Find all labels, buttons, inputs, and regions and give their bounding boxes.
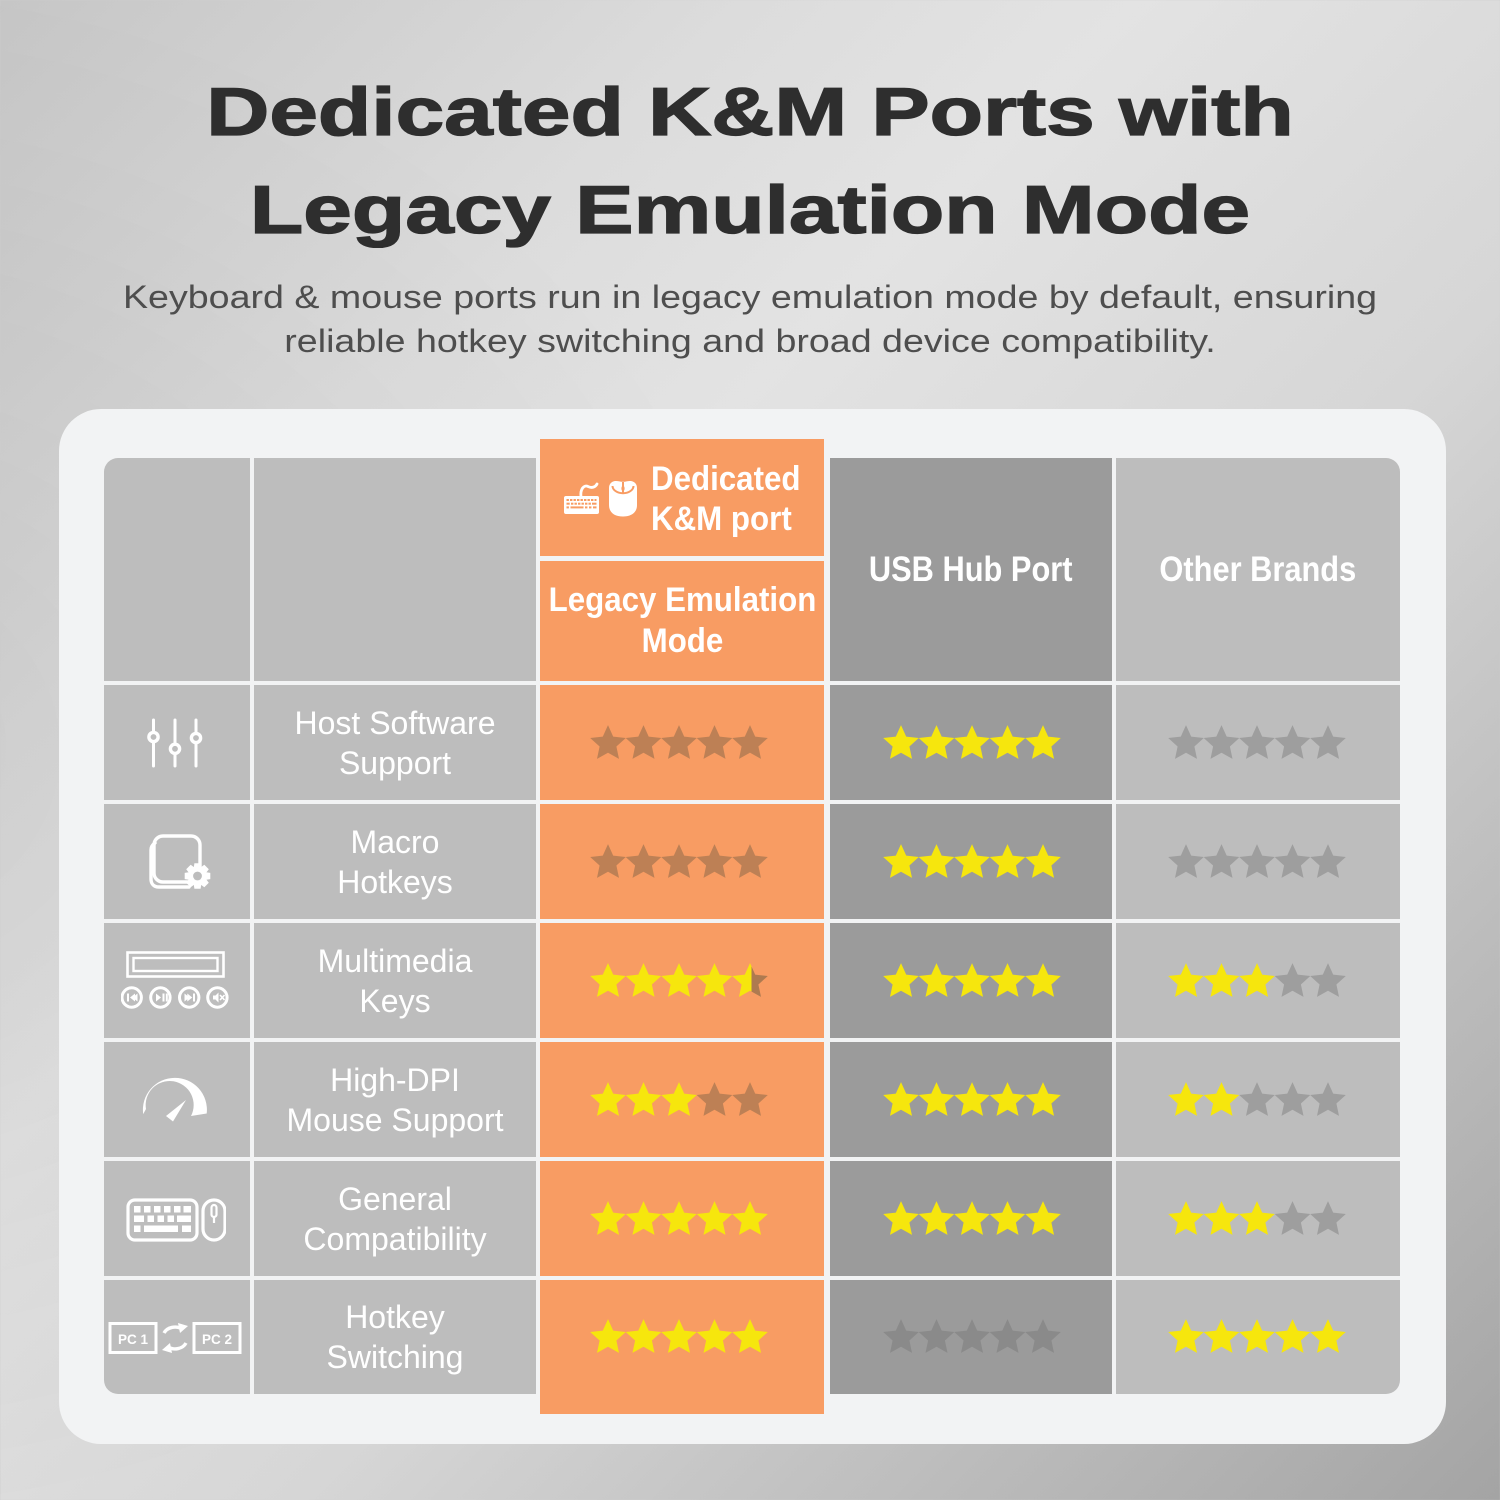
svg-text:PC 1: PC 1 (118, 1332, 149, 1347)
svg-text:PC 2: PC 2 (202, 1332, 232, 1347)
